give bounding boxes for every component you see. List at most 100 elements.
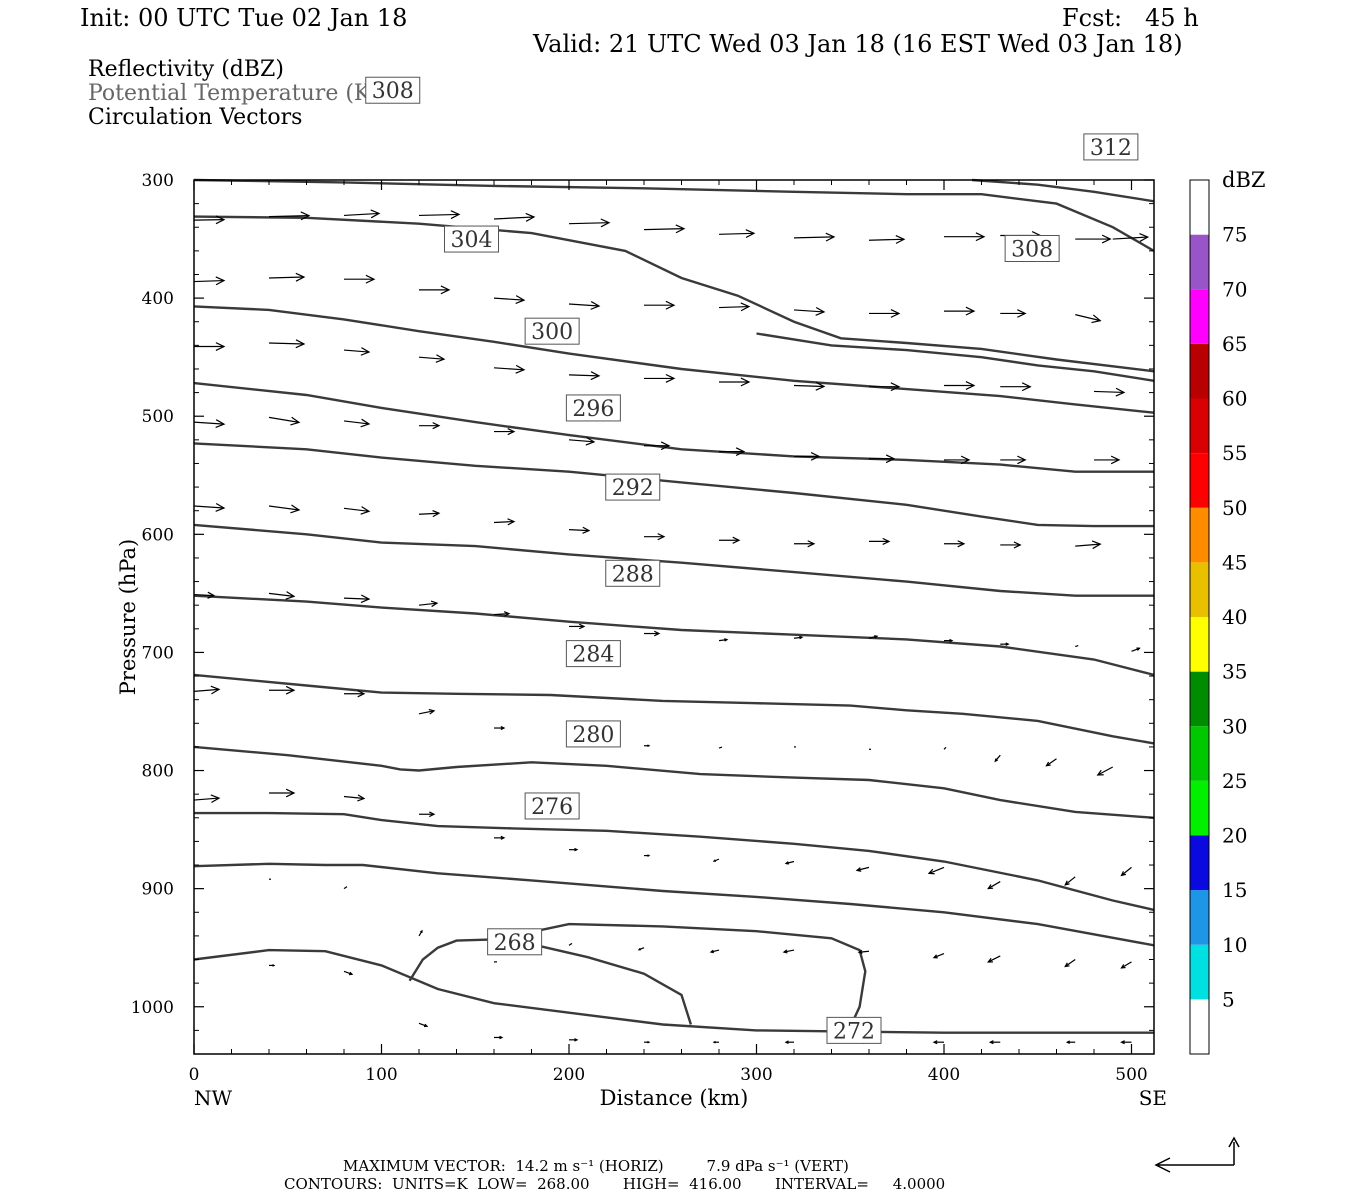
colorbar-label: 45 <box>1222 550 1247 574</box>
circulation-vector <box>343 794 366 802</box>
circulation-vector <box>343 970 354 976</box>
contour-label: 308 <box>365 76 421 104</box>
y-tick-label: 1000 <box>131 998 174 1018</box>
x-tick-label: 100 <box>365 1065 397 1085</box>
circulation-vector <box>493 518 516 526</box>
circulation-vector <box>193 276 226 286</box>
contour-label: 308 <box>1004 235 1060 263</box>
legend-potential-temperature: Potential Temperature (K) <box>88 81 379 106</box>
colorbar-swatch <box>1190 780 1209 836</box>
contour-line-unlabeled-14 <box>972 178 1155 203</box>
svg-text:268: 268 <box>494 931 536 956</box>
circulation-vector <box>1112 233 1150 242</box>
circulation-vector <box>718 638 729 642</box>
circulation-vector <box>793 232 836 242</box>
circulation-vector <box>944 638 954 643</box>
legend-reflectivity: Reflectivity (dBZ) <box>88 57 284 82</box>
circulation-vector <box>1000 455 1027 465</box>
colorbar-swatch <box>1190 453 1209 508</box>
contour-label: 304 <box>444 225 499 253</box>
contour-label: 272 <box>826 1016 882 1044</box>
circulation-vector <box>784 860 795 865</box>
circulation-vector <box>793 635 804 640</box>
svg-text:276: 276 <box>531 795 573 820</box>
circulation-vector <box>494 1035 504 1040</box>
circulation-vector <box>943 746 947 750</box>
circulation-vector <box>343 506 371 515</box>
circulation-vector <box>793 306 826 316</box>
svg-text:280: 280 <box>572 723 614 748</box>
svg-text:284: 284 <box>572 643 614 668</box>
y-tick-label: 900 <box>142 880 174 900</box>
circulation-vector <box>719 447 746 456</box>
circulation-vector <box>1120 866 1132 877</box>
circulation-vector <box>869 382 901 392</box>
max-vector-note: MAXIMUM VECTOR: 14.2 m s⁻¹ (HORIZ) 7.9 d… <box>343 1157 849 1175</box>
contour-line-276 <box>193 862 1155 947</box>
circulation-vector <box>1096 766 1114 776</box>
colorbar-label: 10 <box>1222 933 1247 957</box>
circulation-vector <box>869 454 896 464</box>
colorbar-label: 60 <box>1222 387 1247 411</box>
colorbar-label: 50 <box>1222 496 1247 520</box>
svg-text:308: 308 <box>1011 238 1053 263</box>
circulation-vector <box>719 377 751 387</box>
circulation-vector <box>419 285 451 295</box>
circulation-vector <box>644 630 661 637</box>
circulation-vector <box>193 794 221 804</box>
colorbar-label: 40 <box>1222 605 1247 629</box>
y-tick-label: 800 <box>142 762 174 782</box>
colorbar-swatch <box>1190 890 1209 945</box>
circulation-vector <box>268 591 296 600</box>
circulation-vector <box>932 953 945 959</box>
svg-text:296: 296 <box>572 397 614 422</box>
circulation-vector <box>568 301 601 310</box>
circulation-vector <box>988 1040 1001 1045</box>
circulation-vector <box>793 381 826 391</box>
y-tick-label: 700 <box>142 643 174 663</box>
circulation-vector <box>1131 647 1141 652</box>
colorbar-swatch <box>1190 289 1209 344</box>
circulation-vector <box>493 611 511 617</box>
circulation-vector <box>1064 959 1076 968</box>
svg-text:304: 304 <box>451 228 493 253</box>
circulation-vector <box>1075 314 1102 324</box>
axis-ticks: 0 100 200 300 400 500 300 400 500 600 700 800 900 100… <box>131 171 1154 1085</box>
contour-label: 276 <box>524 792 580 820</box>
circulation-vector <box>644 441 671 451</box>
contour-line-304 <box>193 305 1155 414</box>
contour-label: 292 <box>605 473 661 501</box>
circulation-vector <box>794 540 816 548</box>
colorbar-label: 20 <box>1222 824 1247 848</box>
contour-line-272 <box>193 948 1154 1034</box>
y-tick-label: 600 <box>142 525 174 545</box>
circulation-vector <box>1000 541 1022 549</box>
circulation-vector <box>718 746 723 749</box>
circulation-vector <box>569 847 579 852</box>
circulation-vector <box>1075 644 1079 648</box>
circulation-vector <box>1065 1040 1076 1044</box>
circulation-vector <box>718 229 756 239</box>
circulation-vector <box>644 744 651 748</box>
circulation-vector <box>418 1022 429 1028</box>
circulation-vector <box>1064 876 1076 886</box>
circulation-vector <box>343 347 371 356</box>
svg-text:308: 308 <box>372 79 414 104</box>
circulation-vector <box>418 600 439 608</box>
circulation-vector <box>1120 1040 1132 1045</box>
colorbar-label: 65 <box>1222 332 1247 356</box>
x-tick-label: 400 <box>928 1065 960 1085</box>
colorbar-swatch <box>1190 234 1209 290</box>
svg-text:300: 300 <box>531 320 573 345</box>
svg-text:292: 292 <box>612 476 654 501</box>
contour-line-300 <box>193 381 1154 473</box>
circulation-vector <box>944 381 976 390</box>
circulation-vector <box>944 232 986 242</box>
circulation-vector <box>944 306 976 316</box>
x-tick-label: 200 <box>553 1065 585 1085</box>
circulation-vector <box>868 235 906 244</box>
circulation-vector <box>1120 961 1132 969</box>
circulation-vector <box>644 373 676 383</box>
circulation-vector <box>1000 382 1032 392</box>
